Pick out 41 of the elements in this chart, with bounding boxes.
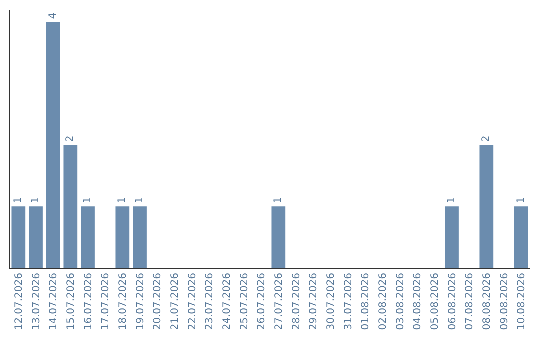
x-tick-label: 29.07.2026: [308, 273, 320, 330]
x-tick-label: 24.07.2026: [222, 273, 233, 330]
data-label: 1: [134, 197, 146, 204]
x-tick-label: 13.07.2026: [31, 273, 42, 330]
data-label: 1: [273, 197, 284, 204]
x-tick-label: 15.07.2026: [66, 273, 77, 330]
x-tick-label: 21.07.2026: [170, 273, 181, 330]
x-tick-label: 19.07.2026: [135, 273, 146, 330]
x-tick-label: 04.08.2026: [412, 273, 424, 330]
x-tick-label: 08.08.2026: [482, 273, 493, 330]
x-tick-label: 23.07.2026: [204, 273, 216, 330]
x-tick-label: 14.07.2026: [48, 273, 60, 330]
x-tick-label: 31.07.2026: [343, 273, 354, 330]
data-label: 1: [117, 197, 128, 204]
x-tick-label: 06.08.2026: [447, 273, 458, 330]
data-label: 1: [446, 197, 458, 204]
x-tick-label: 18.07.2026: [118, 273, 129, 330]
x-tick-label: 16.07.2026: [83, 273, 94, 330]
x-tick-label: 09.08.2026: [499, 273, 510, 330]
x-tick-label: 27.07.2026: [274, 273, 285, 330]
x-tick-label: 26.07.2026: [256, 273, 268, 330]
data-label: 1: [82, 197, 94, 204]
data-label: 4: [48, 12, 59, 20]
data-label: 1: [30, 197, 42, 204]
x-tick-label: 22.07.2026: [187, 273, 198, 330]
x-tick-label: 01.08.2026: [360, 273, 372, 330]
data-label: 2: [481, 136, 492, 142]
data-label: 1: [13, 197, 24, 204]
x-tick-label: 05.08.2026: [430, 273, 441, 330]
x-tick-label: 07.08.2026: [464, 273, 476, 330]
x-tick-label: 03.08.2026: [395, 273, 406, 330]
x-tick-label: 12.07.2026: [14, 273, 25, 330]
x-tick-label: 30.07.2026: [326, 273, 337, 330]
data-label: 1: [516, 197, 527, 204]
x-tick-label: 28.07.2026: [291, 273, 302, 330]
x-tick-label: 25.07.2026: [239, 273, 250, 330]
x-tick-label: 02.08.2026: [378, 273, 389, 330]
x-tick-label: 10.08.2026: [516, 273, 528, 330]
x-tick-label: 20.07.2026: [152, 273, 164, 330]
data-label: 2: [65, 136, 76, 142]
x-tick-label: 17.07.2026: [100, 273, 112, 330]
